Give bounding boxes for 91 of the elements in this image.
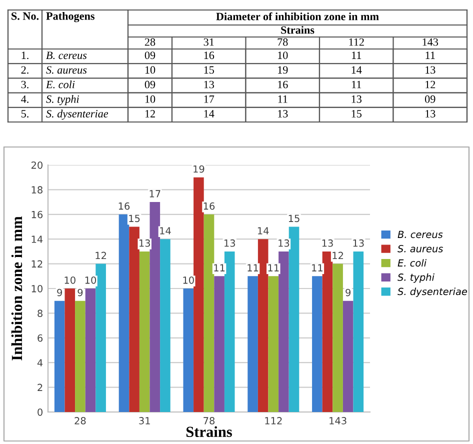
- y-tick-label: 4: [37, 359, 43, 366]
- data-label: 13: [353, 239, 364, 247]
- data-label: 14: [160, 227, 171, 234]
- y-tick-label: 18: [32, 186, 42, 194]
- data-label: 9: [346, 288, 351, 296]
- y-tick-label: 2: [38, 384, 42, 391]
- data-label: 11: [352, 80, 362, 88]
- y-tick-label: S. dysenteriae: [46, 110, 108, 120]
- data-label: 12: [96, 252, 106, 259]
- data-label: 17: [150, 190, 160, 198]
- y2-tick-label: 4.: [21, 95, 28, 103]
- data-label: 9: [78, 288, 83, 296]
- x-tick-label: 28: [74, 417, 86, 424]
- data-label: 16: [204, 52, 214, 60]
- legend-label: S. aureus: [398, 244, 443, 252]
- y-tick-label: 6: [38, 334, 43, 342]
- data-label: 13: [352, 95, 362, 103]
- x-axis-title: Strains: [186, 426, 232, 438]
- x-tick-label: 28: [144, 38, 156, 46]
- data-label: 09: [144, 52, 156, 60]
- y-tick-label: S. aureus: [46, 66, 87, 74]
- legend-label: S. dysenteriae: [398, 288, 468, 298]
- data-label: 13: [426, 110, 436, 118]
- y-tick-label: 0: [38, 408, 42, 416]
- data-label: 19: [278, 66, 288, 74]
- y2-tick-label: 5.: [21, 110, 28, 118]
- y-tick-label: 14: [32, 236, 43, 243]
- data-label: 10: [145, 66, 156, 74]
- data-label: 10: [145, 95, 156, 103]
- data-label: 10: [85, 276, 96, 284]
- y2-tick-label: 3.: [21, 80, 28, 88]
- text: Pathogens: [46, 12, 94, 22]
- data-label: 13: [204, 80, 214, 88]
- data-label: 11: [426, 52, 435, 59]
- y-tick-label: B. cereus: [46, 52, 87, 60]
- data-label: 19: [194, 165, 204, 173]
- x-tick-label: 31: [204, 38, 214, 46]
- x-tick-label: 112: [265, 417, 282, 424]
- y2-tick-label: 2.: [21, 66, 28, 74]
- data-label: 11: [278, 95, 288, 103]
- y-axis-title: Inhibition zone in mm: [11, 216, 22, 360]
- data-label: 16: [204, 202, 215, 210]
- data-label: 10: [278, 52, 288, 60]
- chart-title: Diameter of inhibition zone in mm: [216, 12, 379, 20]
- x-axis-title: Strains: [281, 26, 314, 34]
- data-label: 11: [312, 264, 322, 272]
- data-label: 14: [204, 110, 214, 118]
- data-label: 09: [144, 80, 156, 88]
- data-label: 13: [278, 110, 288, 118]
- x-tick-label: 143: [422, 38, 438, 46]
- data-label: 14: [258, 227, 269, 234]
- data-label: 16: [278, 80, 288, 88]
- data-label: 9: [57, 288, 62, 296]
- y-tick-label: 16: [32, 210, 43, 218]
- legend-label: B. cereus: [398, 230, 443, 238]
- legend-label: S. typhi: [398, 273, 434, 283]
- x-tick-label: 112: [349, 38, 364, 46]
- y-tick-label: 10: [32, 284, 42, 292]
- data-label: 13: [139, 239, 150, 247]
- data-label: 09: [424, 95, 436, 103]
- data-label: 13: [322, 239, 333, 247]
- data-label: 13: [426, 66, 436, 74]
- data-label: 12: [332, 252, 344, 259]
- y2-tick-label: 1.: [22, 52, 28, 60]
- y-tick-label: E. coli: [46, 80, 75, 88]
- text: S. No.: [12, 12, 39, 20]
- data-label: 13: [224, 239, 236, 247]
- y-tick-label: 12: [32, 260, 42, 268]
- data-label: 11: [248, 264, 258, 272]
- legend-label: E. coli: [398, 259, 426, 267]
- data-label: 15: [204, 66, 214, 74]
- data-label: 16: [118, 202, 130, 210]
- data-label: 15: [352, 110, 362, 118]
- data-label: 13: [278, 239, 290, 247]
- x-tick-label: 78: [204, 417, 215, 424]
- data-label: 10: [183, 276, 194, 284]
- data-label: 11: [352, 52, 362, 59]
- data-label: 17: [204, 95, 214, 103]
- x-tick-label: 31: [139, 417, 150, 424]
- data-label: 12: [426, 80, 436, 88]
- data-label: 12: [145, 110, 155, 118]
- data-label: 11: [214, 264, 225, 272]
- x-tick-label: 78: [278, 38, 288, 46]
- y-tick-label: 20: [31, 161, 42, 169]
- y-tick-label: 8: [38, 310, 42, 318]
- y-tick-label: S. typhi: [46, 95, 79, 106]
- data-label: 15: [129, 214, 140, 222]
- data-label: 14: [352, 66, 362, 74]
- data-label: 11: [268, 264, 279, 272]
- x-tick-label: 143: [330, 417, 346, 424]
- data-label: 15: [288, 214, 300, 222]
